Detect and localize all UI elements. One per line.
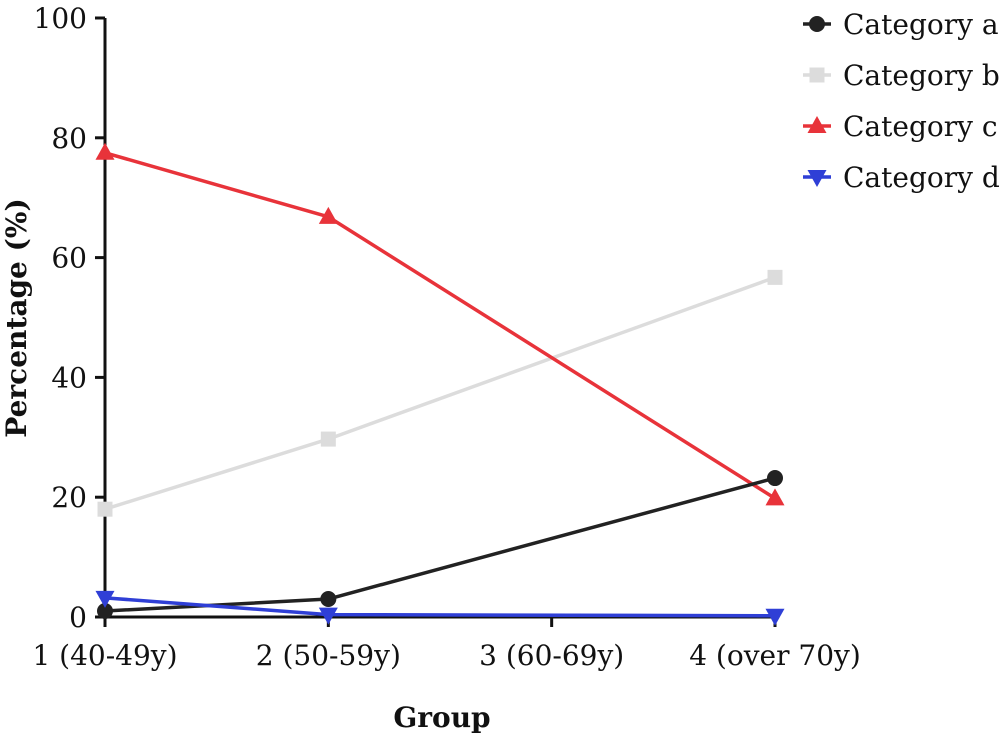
legend-marker [809,67,825,83]
legend-label: Category a [843,8,999,41]
series-line [104,151,776,500]
legend-label: Category c [843,110,998,143]
legend-marker [809,16,825,32]
y-tick-label: 0 [69,601,87,634]
legend-marker [807,170,827,187]
x-tick-label: 1 (40-49y) [32,639,177,672]
y-tick-label: 20 [51,481,87,514]
y-axis-title: Percentage (%) [0,198,33,437]
series-line [104,596,776,618]
legend-label: Category d [843,161,1000,194]
data-point [318,607,338,625]
series-line [104,275,776,511]
y-tick-label: 80 [51,122,87,155]
data-point [320,591,337,608]
data-point [97,603,113,620]
data-point [318,206,338,224]
series-line [104,476,776,613]
data-point [765,608,785,626]
x-tick-label: 4 (over 70y) [689,639,861,672]
data-point [767,269,783,285]
x-tick-label: 2 (50-59y) [256,639,401,672]
legend-marker [807,116,827,133]
x-tick-label: 3 (60-69y) [479,639,624,672]
y-tick-label: 40 [51,361,87,394]
data-point [95,590,115,608]
data-point [97,501,113,517]
data-point [320,431,336,447]
y-tick-label: 60 [51,242,87,275]
y-tick-label: 100 [34,2,87,35]
data-point [765,488,785,506]
legend-label: Category b [843,59,1000,92]
data-point [95,142,115,160]
data-point [767,470,783,487]
x-axis-title: Group [393,701,490,734]
